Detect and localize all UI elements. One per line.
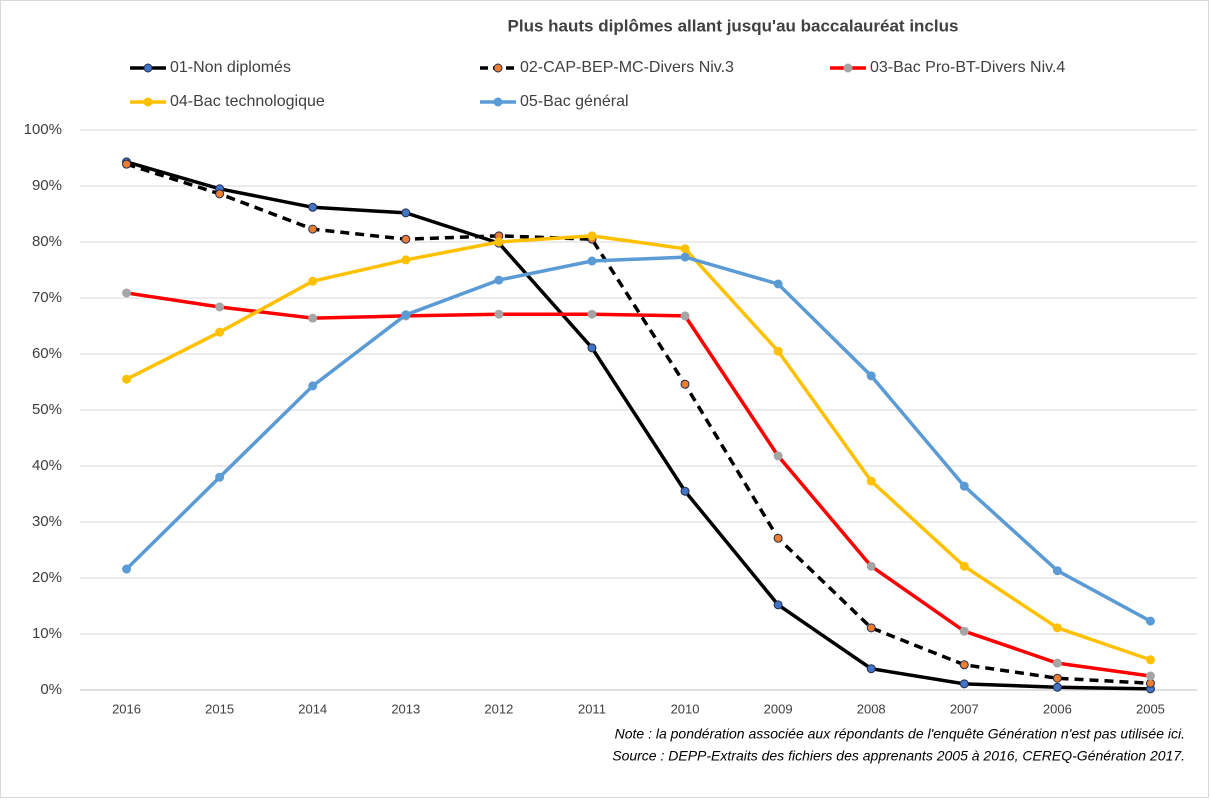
data-point (308, 276, 318, 286)
legend-marker (143, 97, 153, 107)
x-tick-label: 2013 (391, 701, 420, 716)
data-point (401, 208, 411, 218)
y-tick-label: 70% (32, 289, 62, 306)
x-tick-label: 2006 (1043, 701, 1072, 716)
data-point (587, 231, 597, 241)
data-point (308, 381, 318, 391)
data-point (959, 626, 969, 636)
legend-marker (843, 63, 853, 73)
y-tick-label: 40% (32, 457, 62, 474)
series-line (125, 234, 1152, 662)
data-point (1145, 655, 1155, 665)
x-tick-label: 2012 (484, 701, 513, 716)
series-line (126, 160, 1151, 691)
legend-marker (493, 97, 503, 107)
data-point (587, 256, 597, 266)
data-point (122, 374, 132, 384)
data-point (308, 224, 318, 234)
data-point (773, 279, 783, 289)
y-tick-label: 50% (32, 401, 62, 418)
chart-title: Plus hauts diplômes allant jusqu'au bacc… (508, 16, 959, 35)
y-tick-label: 30% (32, 513, 62, 530)
legend-marker (143, 63, 153, 73)
data-point (773, 346, 783, 356)
data-point (866, 623, 876, 633)
x-tick-label: 2009 (764, 701, 793, 716)
data-point (1145, 616, 1155, 626)
data-point (866, 371, 876, 381)
y-tick-label: 0% (40, 681, 62, 698)
data-point (866, 561, 876, 571)
series-line (126, 291, 1151, 678)
legend-label: 01-Non diplomés (170, 59, 291, 76)
data-point (866, 664, 876, 674)
series-line (126, 162, 1151, 686)
data-point (1052, 658, 1062, 668)
data-point (1145, 671, 1155, 681)
data-point (959, 679, 969, 689)
data-point (959, 481, 969, 491)
data-point (773, 451, 783, 461)
x-tick-label: 2015 (205, 701, 234, 716)
note: Note : la pondération associée aux répon… (615, 726, 1185, 742)
data-point (401, 310, 411, 320)
data-point (401, 255, 411, 265)
x-tick-label: 2016 (112, 701, 141, 716)
data-point (773, 533, 783, 543)
x-tick-label: 2008 (857, 701, 886, 716)
legend-label: 02-CAP-BEP-MC-Divers Niv.3 (520, 59, 734, 76)
legend-label: 03-Bac Pro-BT-Divers Niv.4 (870, 59, 1065, 76)
data-point (308, 202, 318, 212)
data-point (215, 302, 225, 312)
data-point (866, 476, 876, 486)
data-point (494, 309, 504, 319)
data-point (680, 311, 690, 321)
y-tick-label: 90% (32, 177, 62, 194)
source: Source : DEPP-Extraits des fichiers des … (612, 748, 1185, 764)
data-point (680, 244, 690, 254)
data-point (587, 343, 597, 353)
data-point (587, 309, 597, 319)
data-point (959, 660, 969, 670)
data-point (122, 159, 132, 169)
x-tick-label: 2005 (1136, 701, 1165, 716)
x-tick-label: 2014 (298, 701, 327, 716)
y-tick-label: 10% (32, 625, 62, 642)
data-point (401, 234, 411, 244)
data-point (215, 189, 225, 199)
data-point (122, 564, 132, 574)
data-point (680, 379, 690, 389)
data-point (494, 275, 504, 285)
data-point (215, 327, 225, 337)
y-tick-label: 20% (32, 569, 62, 586)
data-point (1052, 566, 1062, 576)
data-point (773, 600, 783, 610)
legend-label: 05-Bac général (520, 93, 629, 110)
data-point (122, 288, 132, 298)
data-point (1052, 623, 1062, 633)
data-point (680, 252, 690, 262)
data-point (494, 237, 504, 247)
data-point (680, 486, 690, 496)
data-point (308, 313, 318, 323)
legend-label: 04-Bac technologique (170, 93, 325, 110)
x-tick-label: 2011 (578, 701, 606, 716)
data-point (959, 561, 969, 571)
y-tick-label: 100% (24, 121, 62, 138)
x-tick-label: 2007 (950, 701, 979, 716)
series-line (125, 255, 1152, 623)
data-point (215, 472, 225, 482)
legend-marker (493, 63, 503, 73)
y-tick-label: 80% (32, 233, 62, 250)
data-point (1052, 673, 1062, 683)
y-tick-label: 60% (32, 345, 62, 362)
data-point (1052, 682, 1062, 692)
x-tick-label: 2010 (671, 701, 700, 716)
